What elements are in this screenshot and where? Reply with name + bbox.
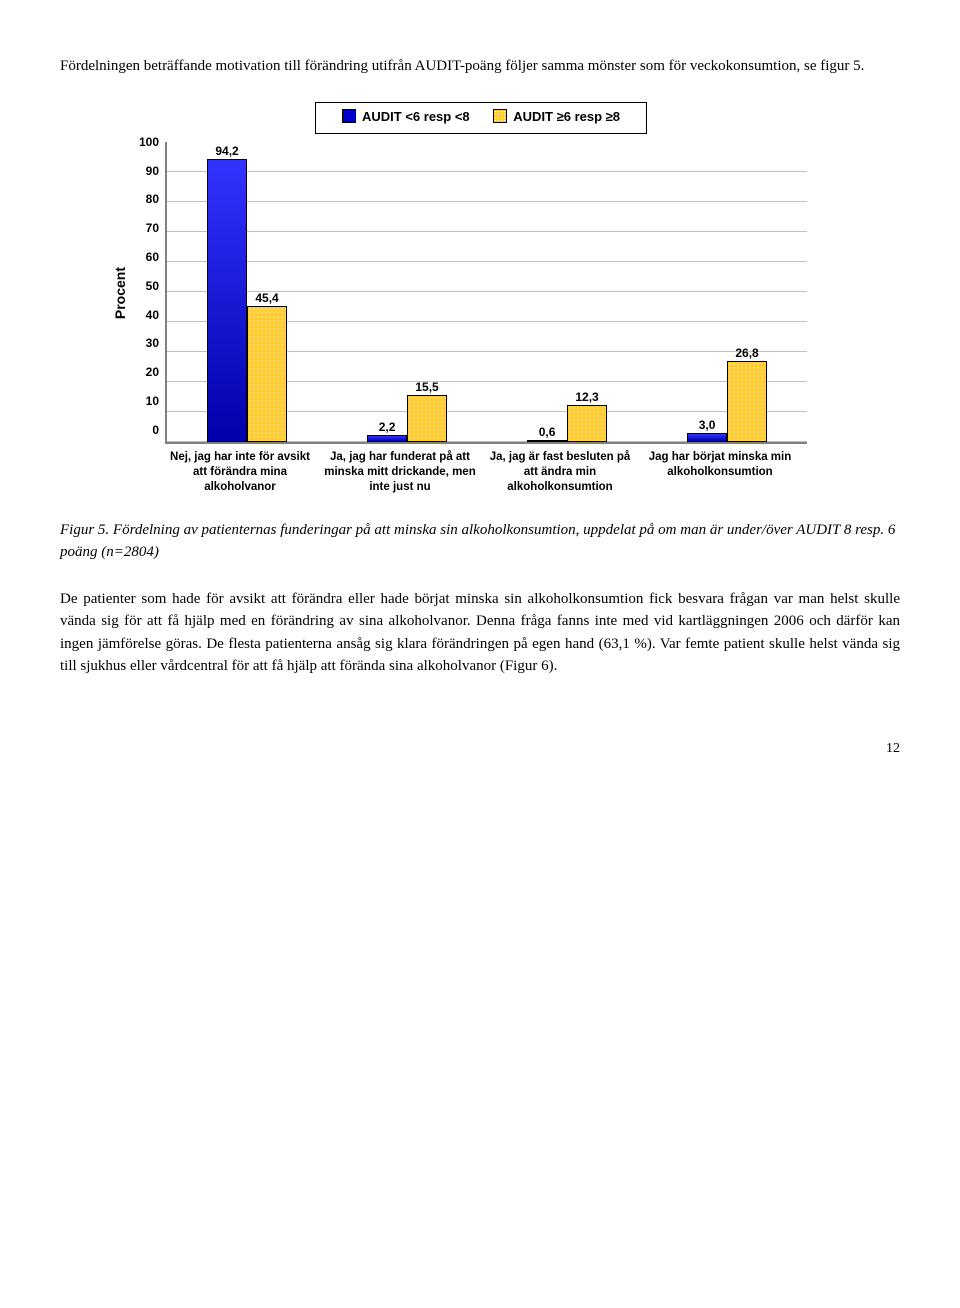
bar-series1: 2,2 [367, 435, 407, 442]
bar-value-label: 3,0 [699, 416, 716, 434]
bar-group: 94,245,4 [167, 159, 327, 442]
y-tick: 50 [139, 280, 159, 292]
page-number: 12 [60, 738, 900, 759]
x-axis-category-label: Jag har börjat minska min alkoholkonsumt… [640, 450, 800, 495]
bar-series2: 12,3 [567, 405, 607, 442]
legend-item-1: AUDIT <6 resp <8 [342, 107, 470, 127]
bar-series2: 26,8 [727, 361, 767, 441]
x-axis-category-label: Nej, jag har inte för avsikt att förändr… [160, 450, 320, 495]
bar-series1: 94,2 [207, 159, 247, 442]
x-axis-labels: Nej, jag har inte för avsikt att förändr… [160, 450, 800, 495]
y-tick: 20 [139, 366, 159, 378]
x-axis-category-label: Ja, jag är fast besluten på att ändra mi… [480, 450, 640, 495]
body-paragraph: De patienter som hade för avsikt att för… [60, 588, 900, 678]
y-tick: 0 [139, 424, 159, 436]
bar-value-label: 94,2 [215, 142, 238, 160]
y-tick: 70 [139, 222, 159, 234]
y-tick: 40 [139, 309, 159, 321]
legend-swatch-orange [493, 109, 507, 123]
y-axis-label: Procent [110, 267, 131, 319]
chart-legend: AUDIT <6 resp <8 AUDIT ≥6 resp ≥8 [315, 102, 647, 134]
y-tick: 90 [139, 165, 159, 177]
legend-item-2: AUDIT ≥6 resp ≥8 [493, 107, 620, 127]
bar-value-label: 45,4 [255, 289, 278, 307]
legend-label-1: AUDIT <6 resp <8 [362, 107, 470, 127]
bar-value-label: 12,3 [575, 388, 598, 406]
y-tick: 60 [139, 251, 159, 263]
bar-series1: 3,0 [687, 433, 727, 442]
bar-group: 0,612,3 [487, 405, 647, 442]
y-tick: 100 [139, 136, 159, 148]
x-axis-category-label: Ja, jag har funderat på att minska mitt … [320, 450, 480, 495]
bar-value-label: 15,5 [415, 378, 438, 396]
y-tick: 10 [139, 395, 159, 407]
plot-area: 94,245,42,215,50,612,33,026,8 [165, 142, 807, 444]
bar-series2: 15,5 [407, 395, 447, 442]
bar-group: 2,215,5 [327, 395, 487, 442]
intro-paragraph: Fördelningen beträffande motivation till… [60, 55, 900, 78]
y-tick: 30 [139, 337, 159, 349]
bar-value-label: 0,6 [539, 423, 556, 441]
bar-value-label: 2,2 [379, 418, 396, 436]
bar-series1: 0,6 [527, 440, 567, 442]
y-tick: 80 [139, 193, 159, 205]
bar-value-label: 26,8 [735, 344, 758, 362]
bar-series2: 45,4 [247, 306, 287, 442]
bar-chart: AUDIT <6 resp <8 AUDIT ≥6 resp ≥8 Procen… [110, 102, 850, 495]
legend-label-2: AUDIT ≥6 resp ≥8 [513, 107, 620, 127]
legend-swatch-blue [342, 109, 356, 123]
y-axis-ticks: 1009080706050403020100 [139, 142, 165, 442]
bar-group: 3,026,8 [647, 361, 807, 441]
figure-caption: Figur 5. Fördelning av patienternas fund… [60, 519, 900, 564]
